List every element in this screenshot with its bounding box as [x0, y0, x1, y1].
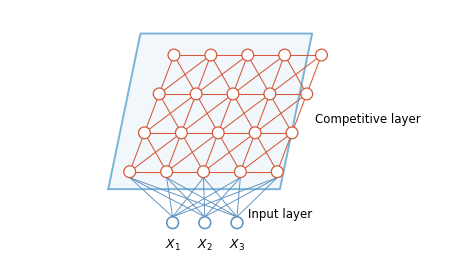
Circle shape — [264, 88, 276, 100]
Text: $X_{1}$: $X_{1}$ — [164, 238, 181, 253]
Circle shape — [138, 127, 150, 139]
Circle shape — [227, 88, 239, 100]
Circle shape — [124, 166, 136, 178]
Text: Input layer: Input layer — [248, 208, 312, 221]
Circle shape — [242, 49, 254, 61]
Circle shape — [249, 127, 261, 139]
Circle shape — [199, 217, 211, 228]
Circle shape — [190, 88, 202, 100]
Circle shape — [175, 127, 187, 139]
Circle shape — [286, 127, 298, 139]
Circle shape — [168, 49, 180, 61]
Circle shape — [212, 127, 224, 139]
Circle shape — [231, 217, 243, 228]
Circle shape — [316, 49, 328, 61]
Polygon shape — [108, 34, 312, 189]
Circle shape — [301, 88, 313, 100]
Circle shape — [271, 166, 283, 178]
Text: $X_{3}$: $X_{3}$ — [229, 238, 245, 253]
Circle shape — [205, 49, 217, 61]
Text: Competitive layer: Competitive layer — [315, 113, 420, 126]
Text: $X_{2}$: $X_{2}$ — [197, 238, 213, 253]
Circle shape — [198, 166, 210, 178]
Circle shape — [235, 166, 246, 178]
Circle shape — [161, 166, 173, 178]
Circle shape — [153, 88, 165, 100]
Circle shape — [167, 217, 179, 228]
Circle shape — [279, 49, 291, 61]
